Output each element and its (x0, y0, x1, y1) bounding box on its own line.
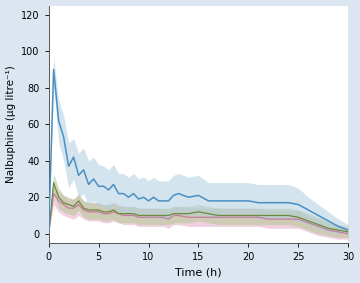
Y-axis label: Nalbuphine (μg litre⁻¹): Nalbuphine (μg litre⁻¹) (5, 65, 15, 183)
X-axis label: Time (h): Time (h) (175, 267, 222, 277)
